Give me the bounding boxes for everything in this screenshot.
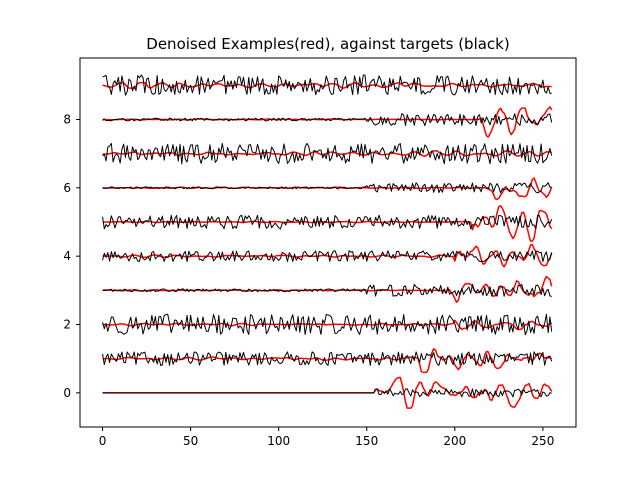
target-trace-7 [102,142,553,165]
x-tick-label: 100 [267,434,290,448]
y-tick-label: 8 [63,113,71,127]
series-layer [102,74,553,409]
y-tick-label: 2 [63,318,71,332]
x-tick-label: 50 [183,434,198,448]
y-axis: 0 2 4 6 8 [63,113,80,400]
x-tick-label: 250 [531,434,554,448]
target-trace-3 [102,283,552,297]
target-trace-1 [102,351,553,366]
target-trace-6 [102,182,552,194]
target-trace-5 [102,214,553,230]
x-axis: 0 50 100 150 200 250 [99,427,554,448]
x-tick-label: 200 [443,434,466,448]
target-trace-9 [102,74,552,96]
x-tick-label: 0 [99,434,107,448]
y-tick-label: 4 [63,249,71,263]
chart-title: Denoised Examples(red), against targets … [146,35,509,53]
x-tick-label: 150 [355,434,378,448]
y-tick-label: 6 [63,181,71,195]
target-trace-8 [102,113,553,127]
target-trace-2 [102,313,553,336]
target-trace-4 [102,250,553,263]
y-tick-label: 0 [63,386,71,400]
target-trace-0 [102,388,552,398]
plot-frame [79,57,577,428]
